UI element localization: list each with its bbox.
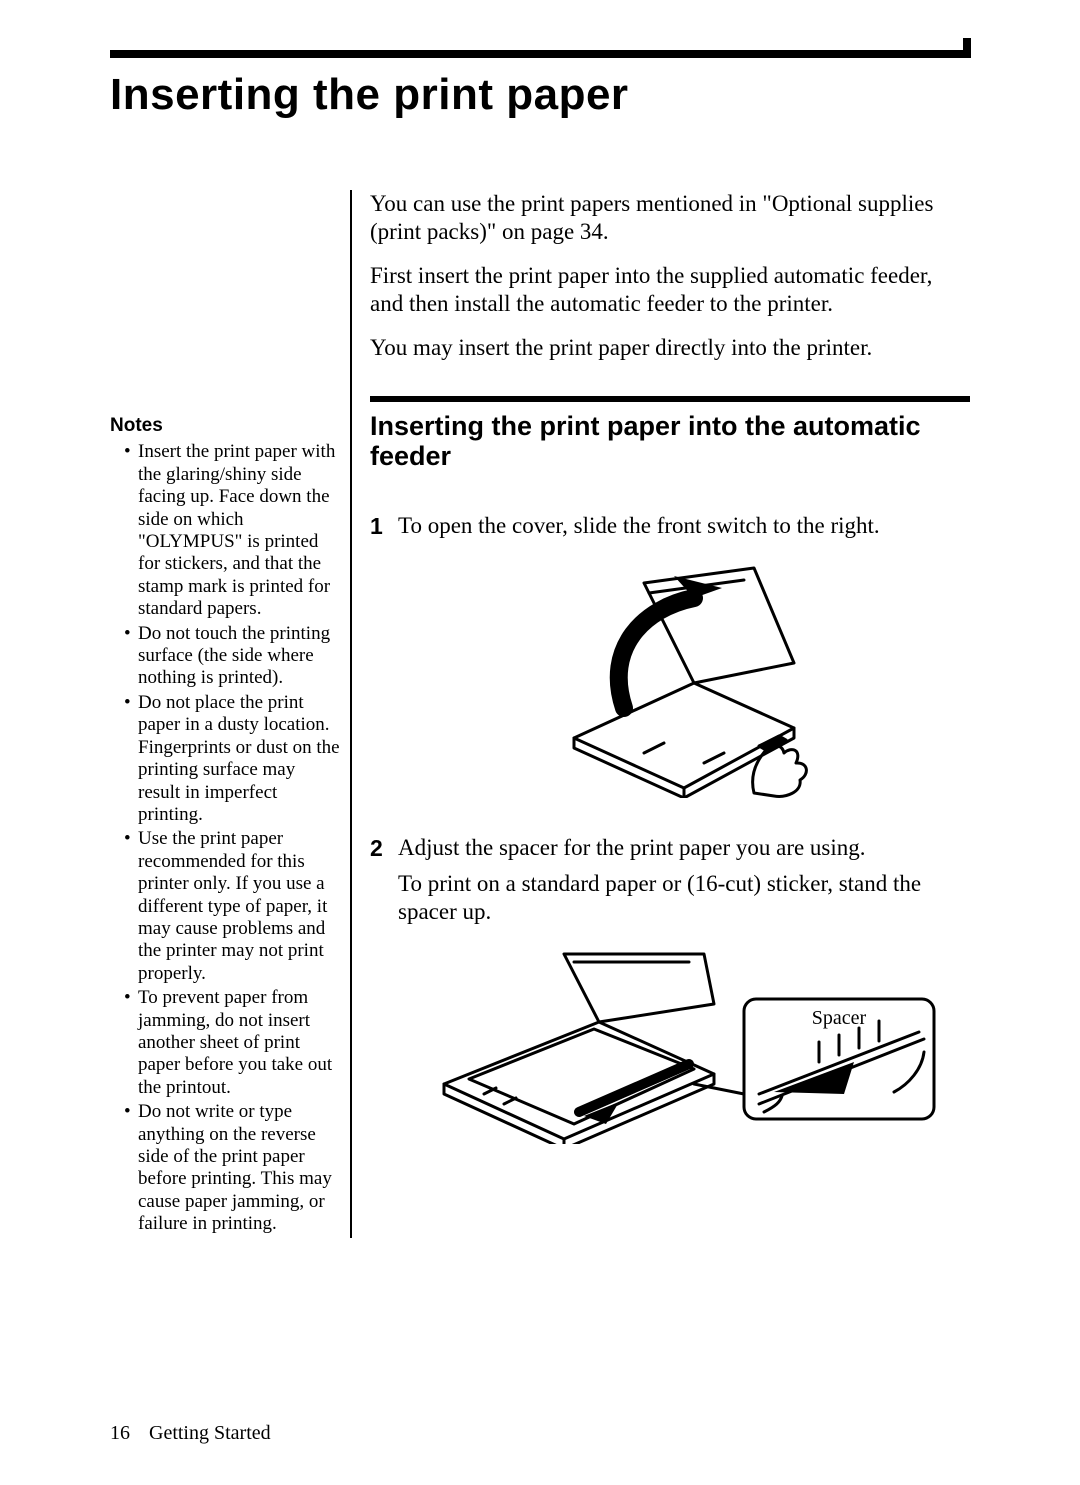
notes-item: Do not touch the printing surface (the s…: [124, 623, 340, 690]
step-2: 2 Adjust the spacer for the print paper …: [370, 834, 970, 1162]
section-rule: [370, 396, 970, 402]
footer-section-name: Getting Started: [149, 1422, 271, 1444]
step-body: Adjust the spacer for the print paper yo…: [398, 834, 970, 1162]
page-footer: 16 Getting Started: [110, 1422, 271, 1445]
steps-list: 1 To open the cover, slide the front swi…: [370, 512, 970, 1162]
step-number: 1: [370, 512, 398, 816]
step-text-2: To print on a standard paper or (16-cut)…: [398, 870, 970, 926]
printer-open-cover-icon: [534, 558, 834, 798]
notes-heading: Notes: [110, 415, 340, 437]
notes-item: To prevent paper from jamming, do not in…: [124, 987, 340, 1099]
spacer-label: Spacer: [812, 1007, 867, 1029]
figure-open-cover: [398, 558, 970, 798]
intro-p1: You can use the print papers mentioned i…: [370, 190, 970, 246]
section-title: Inserting the print paper into the autom…: [370, 412, 970, 471]
step-1: 1 To open the cover, slide the front swi…: [370, 512, 970, 816]
notes-item: Use the print paper recommended for this…: [124, 828, 340, 985]
top-rule: [110, 50, 970, 58]
printer-spacer-icon: Spacer: [424, 944, 944, 1144]
two-column-layout: Notes Insert the print paper with the gl…: [110, 190, 970, 1238]
page-title: Inserting the print paper: [110, 70, 970, 120]
figure-spacer: Spacer: [398, 944, 970, 1144]
step-text: Adjust the spacer for the print paper yo…: [398, 834, 970, 862]
page-number: 16: [110, 1422, 130, 1444]
step-text: To open the cover, slide the front switc…: [398, 512, 970, 540]
intro-p2: First insert the print paper into the su…: [370, 262, 970, 318]
column-divider: [350, 190, 352, 1238]
notes-sidebar: Notes Insert the print paper with the gl…: [110, 190, 340, 1238]
notes-item: Do not place the print paper in a dusty …: [124, 692, 340, 826]
main-content: You can use the print papers mentioned i…: [370, 190, 970, 1238]
step-body: To open the cover, slide the front switc…: [398, 512, 970, 816]
notes-item: Do not write or type anything on the rev…: [124, 1101, 340, 1235]
step-number: 2: [370, 834, 398, 1162]
intro-paragraphs: You can use the print papers mentioned i…: [370, 190, 970, 362]
notes-list: Insert the print paper with the glaring/…: [110, 441, 340, 1235]
intro-p3: You may insert the print paper directly …: [370, 334, 970, 362]
notes-item: Insert the print paper with the glaring/…: [124, 441, 340, 620]
